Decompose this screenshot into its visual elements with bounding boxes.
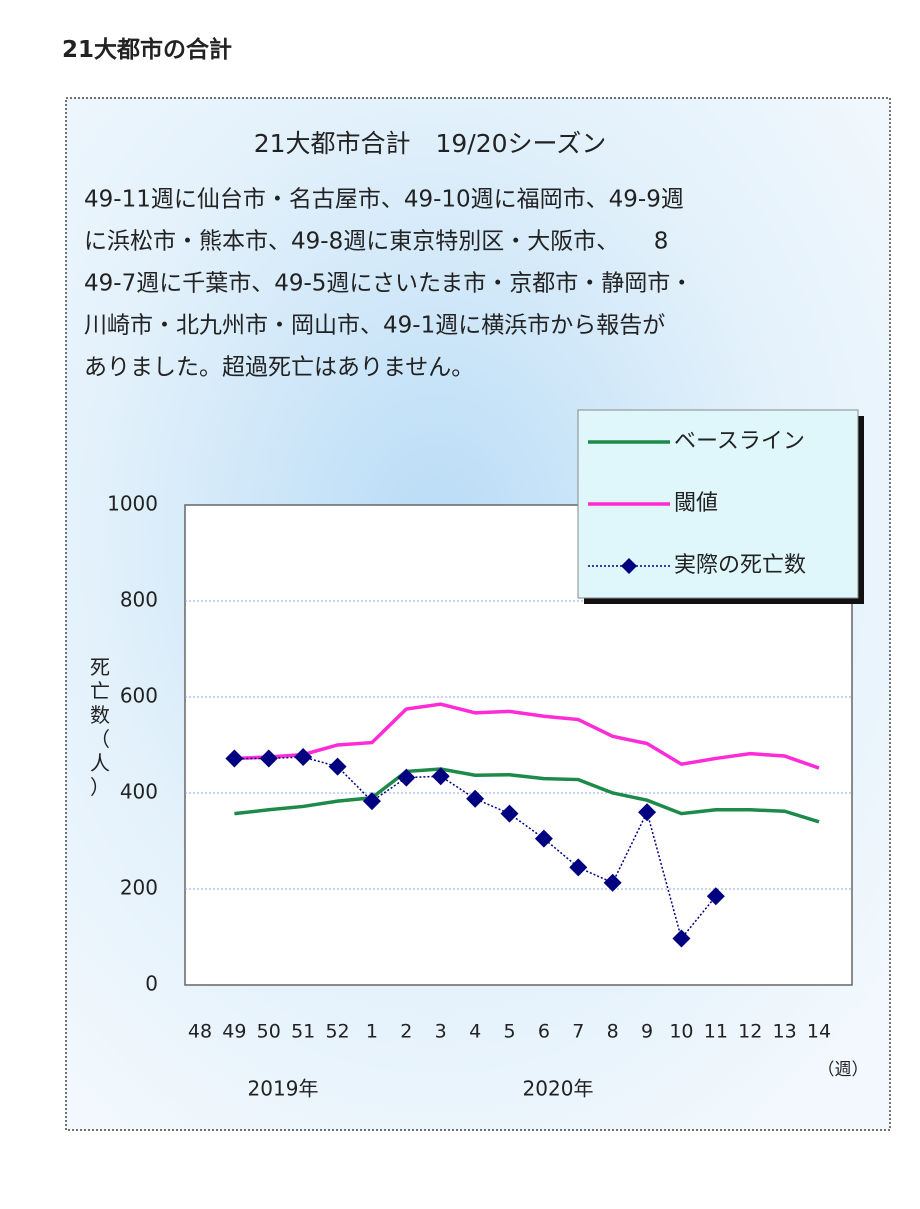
x-tick-label: 3 <box>435 1021 447 1043</box>
x-tick-label: 8 <box>607 1021 619 1043</box>
y-tick-label: 400 <box>120 780 158 804</box>
y-tick-label: 800 <box>120 588 158 612</box>
x-tick-label: 50 <box>257 1021 281 1043</box>
data-point <box>603 873 622 892</box>
data-point <box>225 749 244 768</box>
x-axis-label: （週） <box>818 1060 869 1080</box>
x-tick-label: 1 <box>366 1021 378 1043</box>
data-point <box>500 804 519 823</box>
x-tick-label: 4 <box>469 1021 481 1043</box>
x-tick-label: 10 <box>669 1021 693 1043</box>
page-heading: 21大都市の合計 <box>62 37 233 63</box>
x-tick-label: 9 <box>641 1021 653 1043</box>
x-tick-label: 2 <box>400 1021 412 1043</box>
data-point <box>706 887 725 906</box>
x-tick-label: 5 <box>503 1021 515 1043</box>
data-point <box>397 768 416 787</box>
data-point <box>672 929 691 948</box>
x-tick-label: 12 <box>738 1021 762 1043</box>
x-tick-label: 13 <box>773 1021 797 1043</box>
data-point <box>569 858 588 877</box>
x-tick-label: 11 <box>704 1021 728 1043</box>
annotation-line: 49-11週に仙台市・名古屋市、49-10週に福岡市、49-9週 <box>84 187 684 213</box>
series-line <box>234 767 820 824</box>
x-tick-label: 14 <box>807 1021 831 1043</box>
chart-title: 21大都市合計 19/20シーズン <box>254 129 607 158</box>
x-tick-label: 49 <box>222 1021 246 1043</box>
data-point <box>328 757 347 776</box>
x-tick-label: 48 <box>188 1021 212 1043</box>
data-point <box>362 792 381 811</box>
x-tick-label: 6 <box>538 1021 550 1043</box>
data-point <box>294 748 313 766</box>
data-point <box>466 789 485 808</box>
annotation-line: 49-7週に千葉市、49-5週にさいたま市・京都市・静岡市・ <box>84 271 693 297</box>
legend-label: ベースライン <box>674 429 805 454</box>
series-line <box>234 702 820 770</box>
legend-label: 実際の死亡数 <box>674 553 806 578</box>
x-tick-label: 52 <box>325 1021 349 1043</box>
x-tick-label: 7 <box>572 1021 584 1043</box>
x-tick-label: 51 <box>291 1021 315 1043</box>
data-point <box>534 829 553 848</box>
year-label: 2020年 <box>523 1077 594 1101</box>
y-tick-label: 200 <box>120 876 158 900</box>
y-tick-label: 600 <box>120 684 158 708</box>
data-point <box>259 749 278 768</box>
y-axis-label: 死亡数（人） <box>90 655 110 799</box>
year-label: 2019年 <box>248 1077 319 1101</box>
annotation-line: に浜松市・熊本市、49-8週に東京特別区・大阪市、 8 <box>84 229 668 255</box>
legend-label: 閾値 <box>674 491 718 516</box>
series-line <box>234 756 717 941</box>
data-point <box>638 803 657 822</box>
y-tick-label: 0 <box>145 972 158 996</box>
annotation-line: 川崎市・北九州市・岡山市、49-1週に横浜市から報告が <box>84 313 665 339</box>
legend-marker <box>621 558 637 574</box>
y-tick-label: 1000 <box>107 492 158 516</box>
data-point <box>431 767 450 786</box>
annotation-line: ありました。超過死亡はありません。 <box>84 355 474 381</box>
